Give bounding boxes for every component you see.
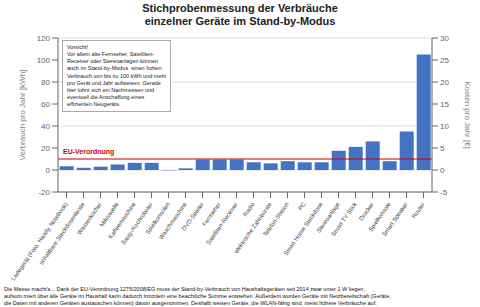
svg-text:Verbrauch pro Jahr [kWh]: Verbrauch pro Jahr [kWh] <box>18 70 27 161</box>
svg-text:Spielkonsole: Spielkonsole <box>367 201 392 233</box>
svg-text:60: 60 <box>41 100 50 109</box>
svg-text:Radio: Radio <box>242 201 256 218</box>
svg-text:Kosten pro Jahr [€]: Kosten pro Jahr [€] <box>463 81 472 149</box>
svg-text:elektrische Zahnbürste: elektrische Zahnbürste <box>233 201 273 255</box>
svg-text:Ladegerät (Foto, Handy, Notebo: Ladegerät (Foto, Handy, Notebook) <box>10 201 69 282</box>
svg-text:Satelliten-Receiver: Satelliten-Receiver <box>205 201 239 246</box>
svg-text:30: 30 <box>440 34 449 43</box>
svg-text:Saug-/Kochroboter: Saug-/Kochroboter <box>120 201 154 246</box>
svg-text:20: 20 <box>41 144 50 153</box>
svg-text:0: 0 <box>46 166 51 175</box>
svg-text:0: 0 <box>440 166 445 175</box>
html-text:Vorsicht! Vor allem alte Ferns: Vorsicht! Vor allem alte Fernseher, Sate… <box>67 44 167 108</box>
svg-text:10: 10 <box>440 122 449 131</box>
svg-text:Wasserkocher: Wasserkocher <box>76 201 103 236</box>
svg-text:Smart Home Steckdose: Smart Home Steckdose <box>282 201 324 257</box>
svg-text:Router: Router <box>411 201 426 219</box>
svg-text:Smart TV Stick: Smart TV Stick <box>330 200 358 237</box>
svg-text:Spielkonsolen: Spielkonsolen <box>144 201 171 236</box>
svg-text:Telefon-Station: Telefon-Station <box>262 201 290 237</box>
svg-text:Fernseher: Fernseher <box>201 201 222 227</box>
svg-text:25: 25 <box>440 56 449 65</box>
html-text:Stichprobenmessung der Verbräu: Stichprobenmessung der Verbräuche einzel… <box>142 2 338 27</box>
svg-text:Waschmaschine: Waschmaschine <box>158 201 188 241</box>
svg-text:20: 20 <box>440 78 449 87</box>
html-text:Die Masse macht’s... Dank der: Die Masse macht’s... Dank der EU-Verordn… <box>4 286 391 306</box>
svg-text:Mikrowelle: Mikrowelle <box>98 201 120 228</box>
svg-text:40: 40 <box>41 122 50 131</box>
svg-text:EU-Verordnung: EU-Verordnung <box>63 148 114 156</box>
svg-text:Drucker: Drucker <box>358 201 375 222</box>
svg-text:-20: -20 <box>38 188 50 197</box>
svg-text:schaltbare Steckdosenleiste: schaltbare Steckdosenleiste <box>38 201 86 266</box>
svg-text:100: 100 <box>37 56 51 65</box>
svg-text:Stereoanlage: Stereoanlage <box>315 201 341 234</box>
svg-text:-5: -5 <box>440 188 448 197</box>
svg-text:Kaffeemaschine: Kaffeemaschine <box>107 201 137 240</box>
svg-text:Smart Speaker: Smart Speaker <box>381 201 409 237</box>
svg-text:DVD-Spieler: DVD-Spieler <box>181 201 205 232</box>
svg-text:120: 120 <box>37 34 51 43</box>
svg-text:5: 5 <box>440 144 445 153</box>
svg-text:PC: PC <box>297 201 307 212</box>
svg-text:80: 80 <box>41 78 50 87</box>
svg-text:15: 15 <box>440 100 449 109</box>
